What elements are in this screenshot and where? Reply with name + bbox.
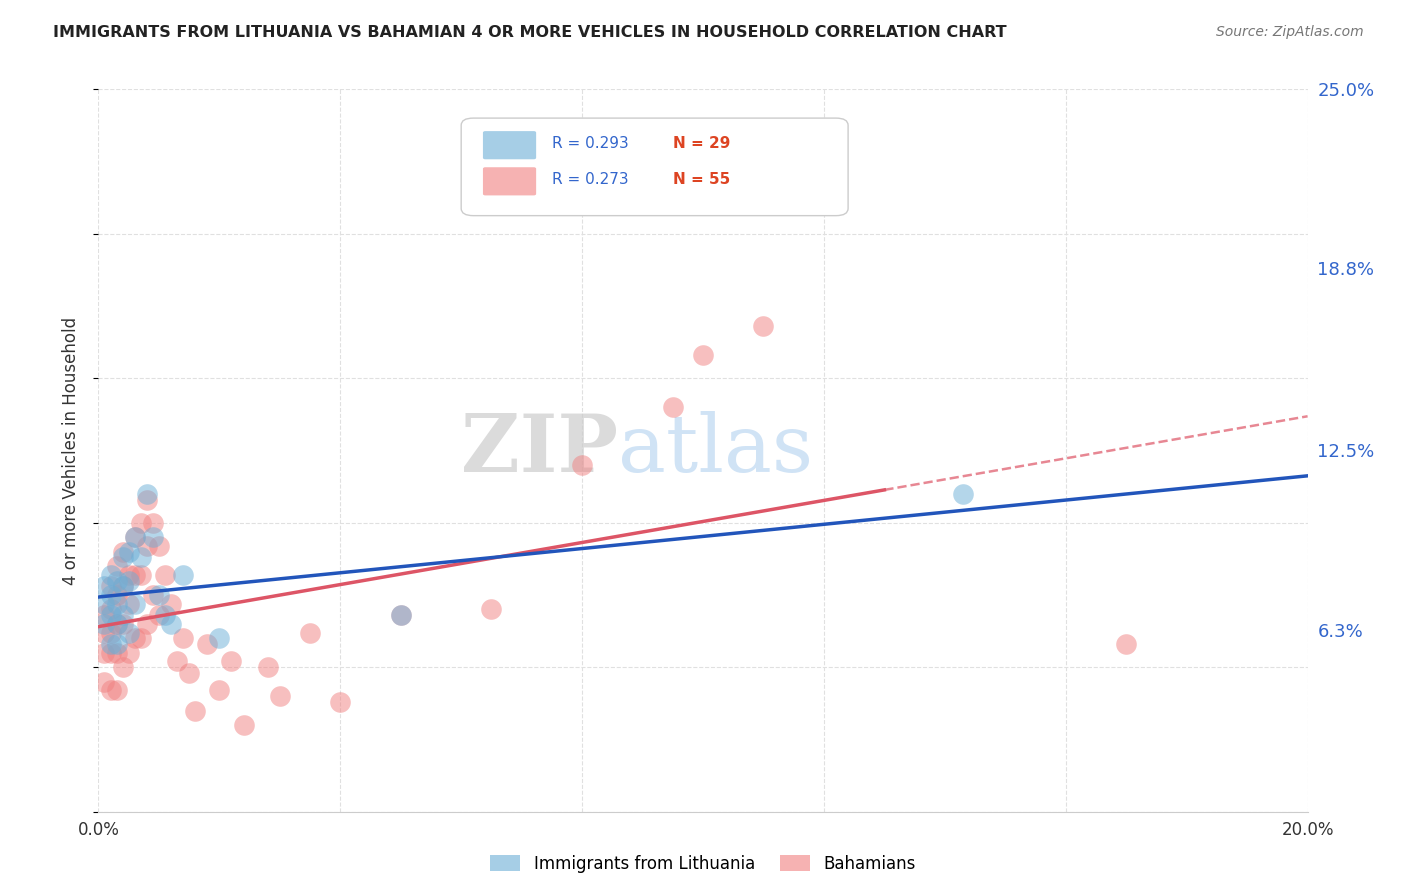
Point xyxy=(129,550,152,565)
Point xyxy=(148,588,170,602)
Point xyxy=(100,602,122,616)
Point xyxy=(118,567,141,582)
Point xyxy=(142,516,165,530)
Point xyxy=(118,544,141,558)
Point xyxy=(105,574,128,588)
Point xyxy=(129,567,152,582)
Point xyxy=(129,516,152,530)
Text: N = 29: N = 29 xyxy=(672,136,730,151)
Point xyxy=(111,616,134,631)
Y-axis label: 4 or more Vehicles in Household: 4 or more Vehicles in Household xyxy=(62,317,80,584)
Point xyxy=(172,567,194,582)
Point xyxy=(105,637,128,651)
Point xyxy=(256,660,278,674)
Point xyxy=(389,608,412,623)
Point xyxy=(129,632,152,646)
Point xyxy=(111,608,134,623)
Point xyxy=(124,530,146,544)
Point xyxy=(118,625,141,640)
Point xyxy=(135,616,157,631)
Point xyxy=(111,579,134,593)
Point xyxy=(118,574,141,588)
Text: Source: ZipAtlas.com: Source: ZipAtlas.com xyxy=(1216,25,1364,39)
Point xyxy=(389,608,412,623)
Point xyxy=(124,567,146,582)
Point xyxy=(135,492,157,507)
Point xyxy=(124,597,146,611)
Point xyxy=(135,487,157,501)
Text: N = 55: N = 55 xyxy=(672,172,730,187)
Point xyxy=(208,632,231,646)
Point xyxy=(100,625,122,640)
Point xyxy=(93,674,115,689)
Point xyxy=(148,608,170,623)
Point xyxy=(269,689,291,703)
Point xyxy=(93,625,115,640)
Point xyxy=(111,579,134,593)
Point xyxy=(752,319,775,334)
Point xyxy=(124,530,146,544)
Text: R = 0.273: R = 0.273 xyxy=(551,172,628,187)
Point xyxy=(166,655,188,669)
Point xyxy=(232,718,254,732)
Point xyxy=(299,625,322,640)
Point xyxy=(124,632,146,646)
Point xyxy=(135,539,157,553)
Point xyxy=(661,400,683,414)
Point xyxy=(100,683,122,698)
Point xyxy=(100,608,122,623)
Text: atlas: atlas xyxy=(619,411,814,490)
Point xyxy=(93,608,115,623)
Point xyxy=(329,695,352,709)
Point xyxy=(148,539,170,553)
Point xyxy=(111,550,134,565)
Point xyxy=(105,616,128,631)
Point xyxy=(692,348,714,362)
Point xyxy=(221,655,243,669)
FancyBboxPatch shape xyxy=(482,167,536,195)
Point xyxy=(118,597,141,611)
Point xyxy=(105,597,128,611)
Point xyxy=(93,579,115,593)
Point xyxy=(481,602,503,616)
Point xyxy=(100,588,122,602)
FancyBboxPatch shape xyxy=(482,131,536,160)
Point xyxy=(1115,637,1137,651)
Point xyxy=(142,588,165,602)
Point xyxy=(179,665,201,680)
Point xyxy=(100,637,122,651)
Point xyxy=(93,597,115,611)
Point xyxy=(571,458,593,472)
Point xyxy=(153,608,176,623)
Text: IMMIGRANTS FROM LITHUANIA VS BAHAMIAN 4 OR MORE VEHICLES IN HOUSEHOLD CORRELATIO: IMMIGRANTS FROM LITHUANIA VS BAHAMIAN 4 … xyxy=(53,25,1007,40)
FancyBboxPatch shape xyxy=(461,118,848,216)
Point xyxy=(100,567,122,582)
Point xyxy=(105,559,128,574)
Point xyxy=(160,616,183,631)
Point xyxy=(952,487,974,501)
Point xyxy=(93,616,115,631)
Point xyxy=(118,646,141,660)
Point xyxy=(208,683,231,698)
Point xyxy=(93,646,115,660)
Point xyxy=(172,632,194,646)
Point xyxy=(105,683,128,698)
Point xyxy=(105,616,128,631)
Point xyxy=(111,660,134,674)
Point xyxy=(160,597,183,611)
Legend: Immigrants from Lithuania, Bahamians: Immigrants from Lithuania, Bahamians xyxy=(484,848,922,880)
Text: ZIP: ZIP xyxy=(461,411,619,490)
Point xyxy=(184,704,207,718)
Point xyxy=(153,567,176,582)
Point xyxy=(100,646,122,660)
Point xyxy=(100,579,122,593)
Point xyxy=(105,646,128,660)
Text: R = 0.293: R = 0.293 xyxy=(551,136,628,151)
Point xyxy=(195,637,218,651)
Point xyxy=(111,544,134,558)
Point xyxy=(105,588,128,602)
Point xyxy=(142,530,165,544)
